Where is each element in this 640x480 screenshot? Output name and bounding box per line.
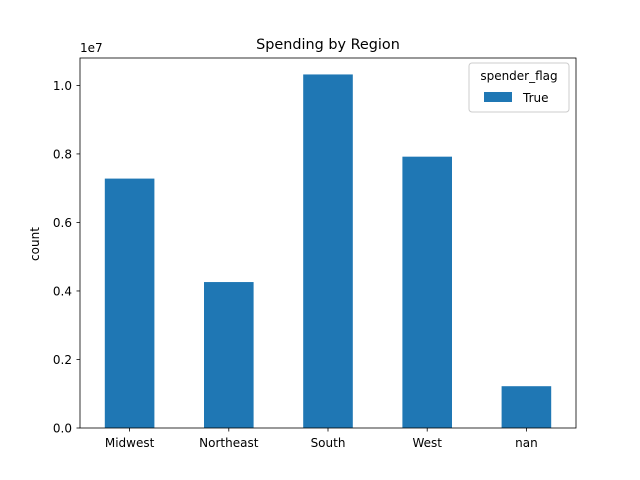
bar-northeast	[204, 282, 254, 428]
x-tick-label: South	[311, 436, 346, 450]
y-axis-offset-label: 1e7	[80, 41, 103, 55]
y-tick-label: 0.0	[53, 422, 72, 436]
bar-series	[104, 74, 552, 428]
y-tick-label: 0.4	[53, 284, 72, 298]
y-axis-label: count	[28, 227, 42, 261]
x-tick-label: nan	[515, 436, 538, 450]
y-tick-label: 0.6	[53, 216, 72, 230]
x-tick-label: West	[412, 436, 442, 450]
x-tick-label: Northeast	[199, 436, 259, 450]
legend-entry-label: True	[522, 91, 549, 105]
bar-nan	[501, 386, 552, 428]
y-tick-label: 1.0	[53, 79, 72, 93]
legend-swatch	[484, 92, 512, 102]
plot-frame	[79, 57, 577, 429]
chart-title: Spending by Region	[256, 37, 400, 53]
x-axis-ticks: Midwest Northeast South West nan	[105, 428, 538, 450]
y-axis-ticks: 0.0 0.2 0.4 0.6 0.8 1.0	[53, 79, 80, 436]
y-tick-label: 0.8	[53, 147, 72, 161]
x-tick-label: Midwest	[105, 436, 155, 450]
legend-title: spender_flag	[480, 69, 557, 83]
bar-west	[402, 156, 452, 428]
y-tick-label: 0.2	[53, 353, 72, 367]
legend: spender_flag True	[468, 62, 570, 113]
bar-midwest	[104, 178, 155, 428]
bar-south	[303, 74, 353, 428]
